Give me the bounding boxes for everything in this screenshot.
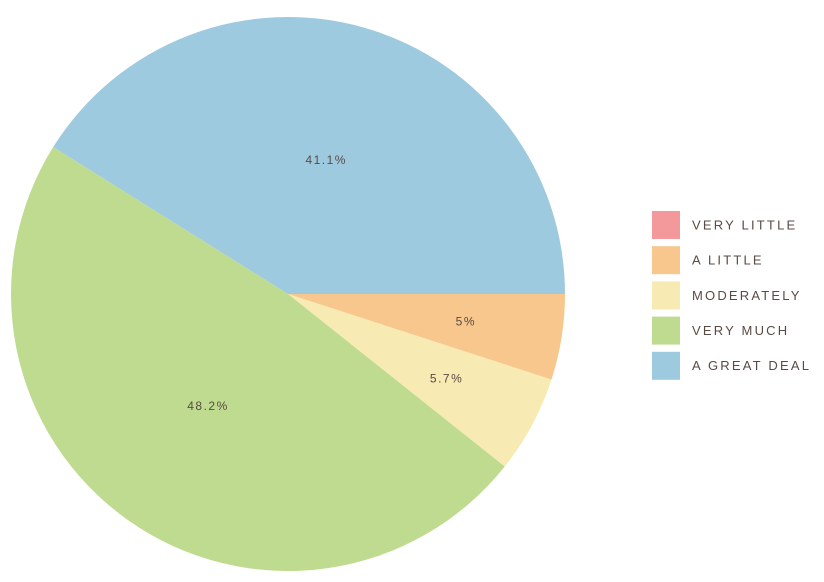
pie-slice xyxy=(53,17,566,294)
pie-slice xyxy=(11,147,505,571)
data-label: 41.1% xyxy=(305,153,347,167)
legend-swatch xyxy=(652,211,680,239)
legend-swatch xyxy=(652,351,680,380)
legend-label: A GREAT DEAL xyxy=(692,358,811,373)
legend-swatch xyxy=(652,316,680,345)
data-label: 5.7% xyxy=(430,371,463,385)
data-label: 5% xyxy=(456,314,476,328)
pie-slice xyxy=(288,294,552,467)
pie-slice xyxy=(288,294,565,380)
legend-label: VERY LITTLE xyxy=(692,217,797,232)
legend-label: MODERATELY xyxy=(692,288,802,303)
legend-swatch xyxy=(652,281,680,310)
legend-label: A LITTLE xyxy=(692,253,764,268)
legend-swatch xyxy=(652,246,680,275)
data-label: 48.2% xyxy=(187,399,229,413)
legend-label: VERY MUCH xyxy=(692,323,789,338)
